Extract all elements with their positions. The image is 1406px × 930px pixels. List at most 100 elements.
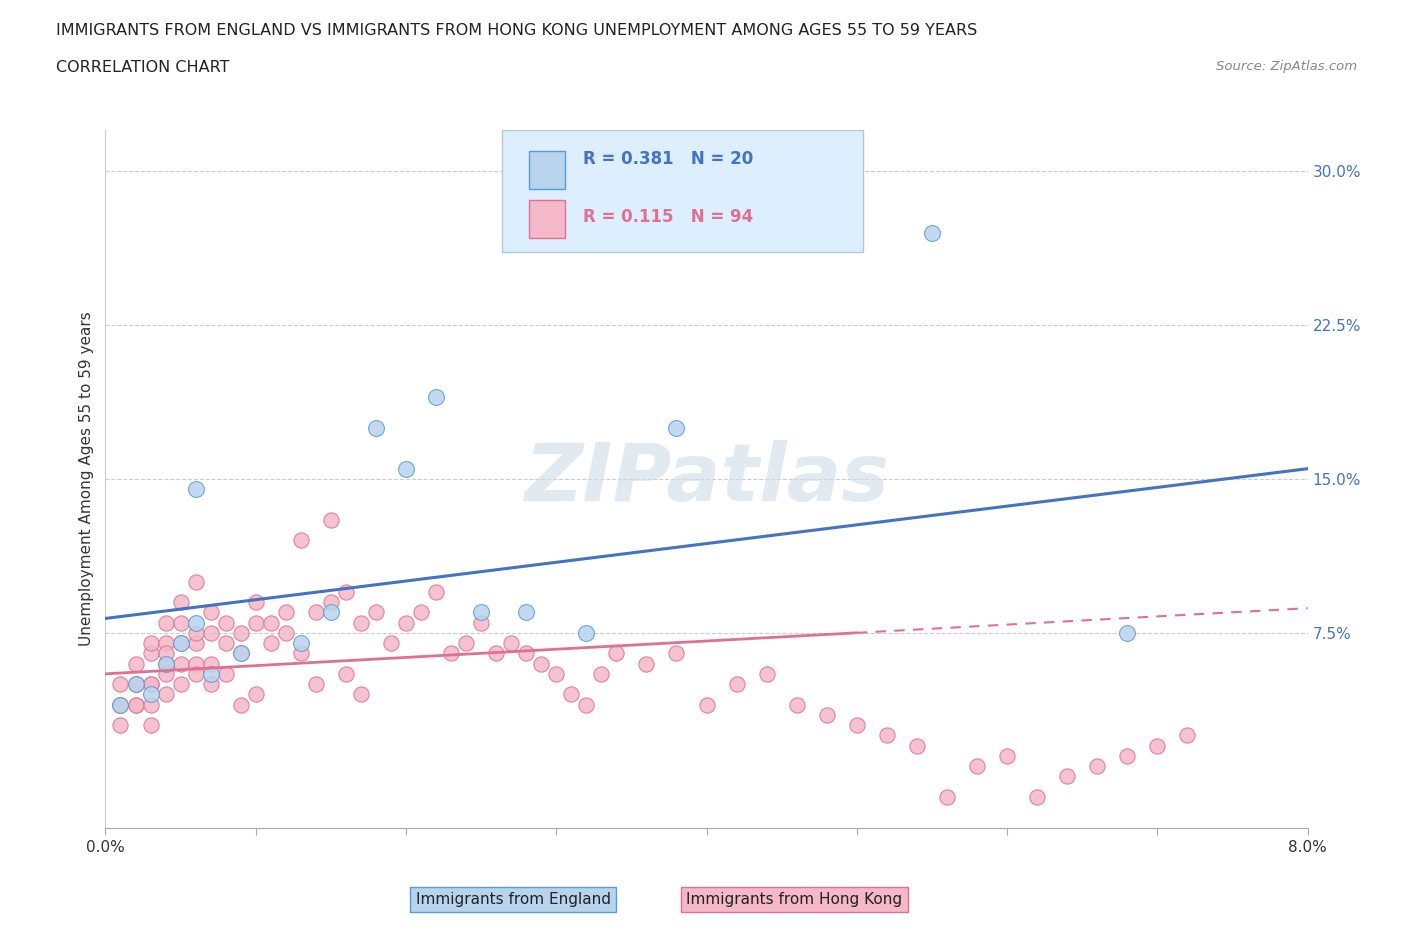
Point (1146, 738, 1168, 753)
Point (274, 625, 297, 640)
Point (184, 667, 207, 682)
Point (214, 615, 236, 630)
Point (229, 646, 252, 661)
Point (184, 657, 207, 671)
Point (184, 574, 207, 589)
Point (274, 604, 297, 619)
Point (335, 667, 357, 682)
Point (229, 646, 252, 661)
Point (530, 657, 553, 671)
Point (139, 687, 162, 702)
Point (139, 677, 162, 692)
Text: R = 0.115   N = 94: R = 0.115 N = 94 (582, 208, 754, 226)
Point (169, 635, 191, 650)
Point (110, 698, 132, 712)
Point (319, 512, 342, 527)
Point (350, 687, 373, 702)
Point (139, 698, 162, 712)
Point (124, 698, 146, 712)
Point (575, 625, 598, 640)
Point (636, 657, 658, 671)
Point (245, 615, 267, 630)
Point (425, 390, 447, 405)
Point (290, 533, 312, 548)
Point (229, 698, 252, 712)
Point (139, 646, 162, 661)
Point (184, 625, 207, 640)
Point (200, 604, 222, 619)
Point (110, 698, 132, 712)
Point (665, 646, 688, 661)
Point (786, 698, 808, 712)
Point (184, 635, 207, 650)
Point (155, 635, 177, 650)
Text: ZIPatlas: ZIPatlas (524, 440, 889, 518)
Point (605, 646, 627, 661)
Point (124, 677, 146, 692)
Point (260, 635, 283, 650)
Point (515, 604, 537, 619)
Point (155, 657, 177, 671)
Point (305, 604, 328, 619)
Point (200, 657, 222, 671)
Point (815, 708, 838, 723)
Point (169, 615, 191, 630)
Point (1116, 625, 1139, 640)
Point (755, 667, 778, 682)
Point (845, 718, 868, 733)
Text: R = 0.381   N = 20: R = 0.381 N = 20 (582, 151, 754, 168)
Point (245, 687, 267, 702)
Point (546, 667, 568, 682)
Point (1026, 790, 1049, 804)
Point (124, 657, 146, 671)
Point (214, 667, 236, 682)
Point (575, 698, 598, 712)
Text: CORRELATION CHART: CORRELATION CHART (56, 60, 229, 75)
Point (155, 687, 177, 702)
Point (305, 677, 328, 692)
Point (169, 635, 191, 650)
Point (155, 646, 177, 661)
Point (485, 646, 508, 661)
Point (124, 677, 146, 692)
FancyBboxPatch shape (502, 130, 863, 252)
Point (905, 738, 928, 753)
Point (110, 698, 132, 712)
Point (260, 615, 283, 630)
Point (364, 604, 387, 619)
Point (395, 615, 418, 630)
Point (364, 420, 387, 435)
Point (139, 635, 162, 650)
Bar (529, 152, 565, 190)
Text: Immigrants from England: Immigrants from England (416, 892, 610, 907)
Text: IMMIGRANTS FROM ENGLAND VS IMMIGRANTS FROM HONG KONG UNEMPLOYMENT AMONG AGES 55 : IMMIGRANTS FROM ENGLAND VS IMMIGRANTS FR… (56, 23, 977, 38)
Point (409, 604, 432, 619)
Point (470, 604, 492, 619)
Point (725, 677, 748, 692)
Text: Source: ZipAtlas.com: Source: ZipAtlas.com (1216, 60, 1357, 73)
Point (155, 615, 177, 630)
Text: Immigrants from Hong Kong: Immigrants from Hong Kong (686, 892, 903, 907)
Point (290, 635, 312, 650)
Point (501, 635, 523, 650)
Point (335, 584, 357, 599)
Point (696, 698, 718, 712)
Point (440, 646, 463, 661)
Point (395, 461, 418, 476)
Point (591, 667, 613, 682)
Point (454, 635, 477, 650)
Point (214, 635, 236, 650)
Point (1056, 769, 1078, 784)
Point (200, 625, 222, 640)
Point (245, 594, 267, 609)
Point (169, 677, 191, 692)
Point (876, 728, 898, 743)
Point (921, 225, 943, 240)
Point (124, 698, 146, 712)
Point (1085, 759, 1108, 774)
Point (200, 667, 222, 682)
Point (936, 790, 959, 804)
Point (966, 759, 988, 774)
Point (350, 615, 373, 630)
Point (184, 615, 207, 630)
